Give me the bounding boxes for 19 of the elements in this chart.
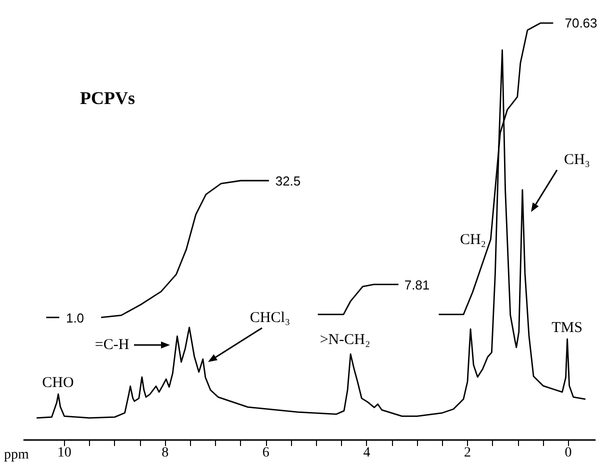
- x-tick-label: 8: [162, 446, 169, 460]
- x-tick-label: 4: [363, 446, 370, 460]
- annotation: 70.63: [564, 16, 598, 30]
- annotation: CHO: [42, 375, 74, 391]
- x-tick-label: 6: [262, 446, 270, 460]
- annotation: 7.81: [404, 278, 430, 292]
- annotation: 32.5: [275, 174, 301, 188]
- text: PCPVs: [80, 88, 135, 108]
- x-axis-title: ppm: [4, 448, 29, 462]
- x-tick-label: 2: [464, 446, 471, 460]
- annotation: 1.0: [66, 310, 84, 326]
- annotation: CH₂: [460, 232, 486, 248]
- x-tick-label: 10: [57, 446, 72, 460]
- x-tick-label: 0: [564, 446, 572, 460]
- annotation: CHCl₃: [250, 310, 290, 326]
- annotation: =C-H: [94, 337, 130, 353]
- annotation: >N-CH₂: [320, 332, 370, 348]
- annotation: CH₃: [564, 152, 590, 168]
- annotation: TMS: [552, 320, 582, 336]
